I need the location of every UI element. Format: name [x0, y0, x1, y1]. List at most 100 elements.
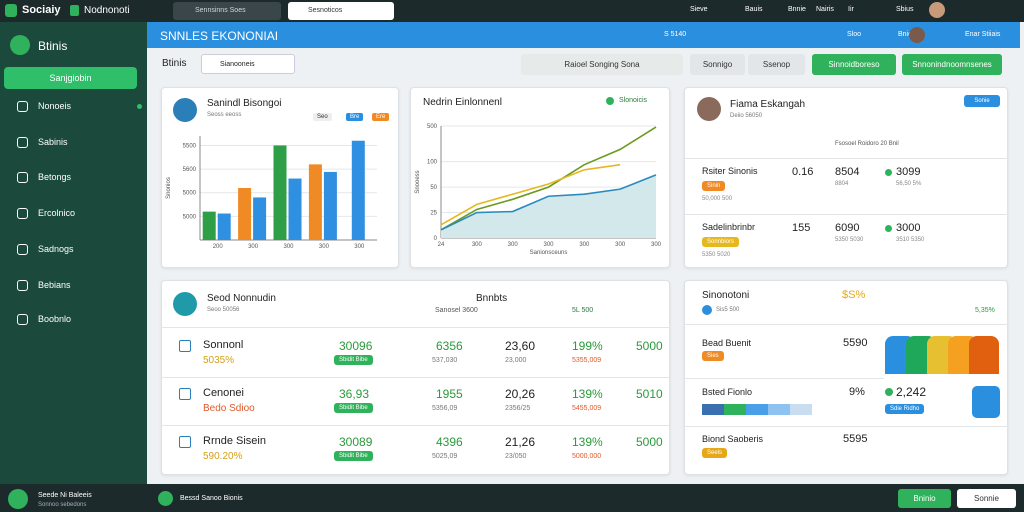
- tab[interactable]: Sesnoticos: [288, 2, 394, 20]
- sidebar-item[interactable]: Nonoeis: [38, 101, 72, 111]
- sidebar-item-icon: [17, 101, 28, 112]
- top-link[interactable]: Sbius: [896, 6, 914, 13]
- col-sub: 5L 500: [572, 307, 594, 314]
- x-tick-label: 300: [543, 242, 554, 248]
- cell-sub: 5000,000: [572, 453, 602, 460]
- x-tick-label: 300: [248, 244, 259, 250]
- legend-dot: [606, 97, 614, 105]
- divider: [161, 327, 670, 328]
- row-icon: [179, 340, 191, 352]
- y-tick-label: 50: [430, 185, 437, 191]
- row-sub: 56,50 5%: [896, 181, 922, 187]
- progress: [790, 404, 812, 415]
- x-tick-label: 300: [651, 242, 662, 248]
- toolbar-button[interactable]: Sonnigo: [690, 54, 745, 75]
- row-value: 30089: [339, 435, 373, 449]
- footer-button[interactable]: Bninio: [898, 489, 951, 508]
- header-link[interactable]: Bnieos: [898, 31, 919, 38]
- avatar: [173, 98, 197, 122]
- x-tick-label: 300: [615, 242, 626, 248]
- header-link[interactable]: S 5140: [664, 31, 687, 38]
- select[interactable]: Sianooneis: [201, 54, 295, 74]
- line: [440, 126, 657, 231]
- toolbar-button[interactable]: Raioel Songing Sona: [521, 54, 683, 75]
- panel-title: Sanindl Bisongoi: [207, 98, 282, 109]
- summary-pct: $S%: [842, 289, 866, 301]
- cell-sub: 5355,009: [572, 357, 602, 364]
- row-badge[interactable]: Sbidit Bibe: [334, 355, 373, 365]
- row-sub: Bedo Sdioo: [203, 403, 255, 414]
- header-link[interactable]: Enar Stiiais: [965, 31, 1001, 38]
- header-avatar: [909, 27, 925, 43]
- row-name: Bead Buenit: [702, 338, 752, 348]
- sidebar-item[interactable]: Sadnogs: [38, 244, 74, 254]
- sidebar-active[interactable]: Sanjgiobin: [4, 67, 137, 89]
- sidebar: [0, 22, 147, 484]
- row-name: Rrnde Sisein: [203, 435, 266, 447]
- toolbar-label: Btinis: [162, 58, 187, 69]
- toolbar-button[interactable]: Ssenop: [748, 54, 805, 75]
- col-title: Bnnbts: [476, 293, 508, 304]
- header-link[interactable]: Sloo: [847, 31, 862, 38]
- chip[interactable]: Ere: [372, 113, 390, 121]
- cell-sub: 5455,009: [572, 405, 602, 412]
- sidebar-item[interactable]: Betongs: [38, 172, 72, 182]
- top-link[interactable]: Nairis: [816, 6, 834, 13]
- summary-pct-sub: 5,35%: [975, 307, 995, 314]
- search[interactable]: Sennsinns Soes: [173, 2, 281, 20]
- top-link[interactable]: Bnnie: [788, 6, 806, 13]
- bar: [323, 171, 337, 240]
- x-tick-label: 24: [438, 242, 445, 248]
- profile-button[interactable]: Sonie: [964, 95, 1000, 107]
- row-value: 8504: [835, 166, 860, 178]
- app-name: Nodnonoti: [84, 5, 130, 16]
- table-subtitle: Seoo 50056: [207, 307, 240, 313]
- legend: Slonoicis: [619, 97, 648, 104]
- row-badge: Sdie Ridho: [885, 404, 925, 414]
- cell-sub: 2356/25: [505, 405, 531, 412]
- brand: Sociaiy: [22, 4, 61, 16]
- bar: [217, 213, 231, 240]
- top-link[interactable]: Sieve: [690, 6, 708, 13]
- divider: [161, 377, 670, 378]
- toolbar-button[interactable]: Sinnoidboreso: [812, 54, 896, 75]
- bar: [273, 145, 287, 240]
- footer-text: Seede Ni Baleeis: [38, 492, 92, 499]
- cell: 199%: [572, 339, 603, 353]
- cell-sub: 5025,09: [432, 453, 458, 460]
- row-name: Rsiter Sinonis: [702, 166, 758, 176]
- sidebar-item[interactable]: Bebians: [38, 280, 71, 290]
- sidebar-item-icon: [17, 172, 28, 183]
- chip[interactable]: Bre: [346, 113, 364, 121]
- row-value: 0.16: [792, 166, 814, 178]
- row-badge[interactable]: Sbidit Bibe: [334, 451, 373, 461]
- sidebar-item[interactable]: Boobnlo: [38, 314, 72, 324]
- cell-sub: 23/050: [505, 453, 527, 460]
- footer-button[interactable]: Sonnie: [957, 489, 1016, 508]
- bar: [308, 164, 322, 240]
- divider: [684, 324, 1008, 325]
- divider: [161, 425, 670, 426]
- y-tick-label: 5500: [183, 143, 197, 149]
- row-sub: 3510 5350: [896, 237, 925, 243]
- toolbar-button[interactable]: Snnonindnoomnsenes: [902, 54, 1002, 75]
- cell: 5010: [636, 387, 663, 401]
- row-sub: 5350 5030: [835, 237, 864, 243]
- sidebar-item[interactable]: Sabinis: [38, 137, 68, 147]
- row-name: Cenonei: [203, 387, 244, 399]
- footer-text: Bessd Sanoo Bionis: [180, 495, 243, 502]
- chip[interactable]: Seo: [313, 113, 332, 121]
- app-icon: [70, 5, 79, 16]
- sidebar-title: Btinis: [38, 39, 68, 53]
- row-sub: 50,000 500: [702, 196, 733, 202]
- x-tick-label: 200: [213, 244, 224, 250]
- sidebar-item-icon: [17, 137, 28, 148]
- row-badge[interactable]: Sbidit Bibe: [334, 403, 373, 413]
- top-link[interactable]: Bauis: [745, 6, 763, 13]
- top-link[interactable]: Iir: [848, 6, 854, 13]
- progress: [768, 404, 790, 415]
- footer-sub: Sonnoo sebedons: [38, 502, 87, 508]
- sidebar-item[interactable]: Ercolnico: [38, 208, 76, 218]
- divider: [684, 426, 1008, 427]
- x-tick-label: 300: [508, 242, 519, 248]
